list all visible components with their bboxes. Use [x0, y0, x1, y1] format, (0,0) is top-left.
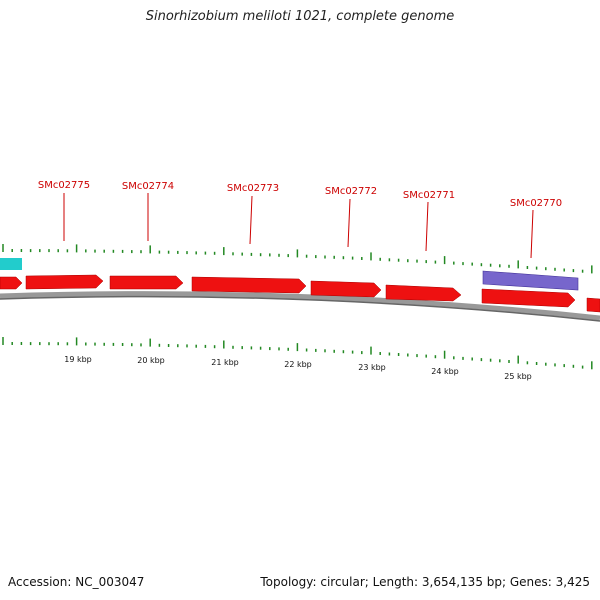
purple-feature[interactable]	[482, 270, 579, 291]
gene-arrow[interactable]	[109, 275, 184, 290]
gene-label[interactable]: SMc02774	[122, 181, 174, 192]
genome-summary-text: Topology: circular; Length: 3,654,135 bp…	[260, 575, 590, 589]
kbp-label: 23 kbp	[358, 363, 386, 372]
gene-label[interactable]: SMc02773	[227, 183, 279, 194]
gene-label[interactable]: SMc02772	[325, 186, 377, 197]
kbp-label: 20 kbp	[137, 356, 165, 365]
genome-backbone-shadow	[0, 295, 600, 322]
gene-arrow[interactable]	[191, 276, 307, 294]
kbp-label: 24 kbp	[431, 367, 459, 376]
gene-arrow[interactable]	[0, 276, 23, 290]
gene-label[interactable]: SMc02771	[403, 190, 455, 201]
gene-arrows	[0, 274, 600, 313]
kbp-label: 21 kbp	[211, 358, 239, 367]
gene-arrow[interactable]	[310, 280, 382, 298]
gene-arrow[interactable]	[481, 288, 576, 308]
accession-text: Accession: NC_003047	[8, 575, 145, 589]
gene-arrow[interactable]	[586, 297, 600, 313]
gene-label[interactable]: SMc02775	[38, 180, 90, 191]
gene-arrow[interactable]	[25, 274, 104, 290]
gene-labels: SMc02775 SMc02774 SMc02773 SMc02772 SMc0…	[38, 180, 562, 209]
cyan-feature[interactable]	[0, 258, 22, 270]
genome-backbone	[0, 291, 600, 321]
kbp-label: 22 kbp	[284, 360, 312, 369]
kbp-labels: 19 kbp 20 kbp 21 kbp 22 kbp 23 kbp 24 kb…	[64, 355, 532, 381]
gene-arrow[interactable]	[385, 284, 462, 302]
gene-label-leaders	[63, 193, 534, 259]
gene-label[interactable]: SMc02770	[510, 198, 562, 209]
kbp-label: 19 kbp	[64, 355, 92, 364]
outer-tick-row	[2, 244, 593, 274]
kbp-label: 25 kbp	[504, 372, 532, 381]
map-title: Sinorhizobium meliloti 1021, complete ge…	[145, 9, 455, 24]
inner-tick-row	[2, 337, 593, 370]
